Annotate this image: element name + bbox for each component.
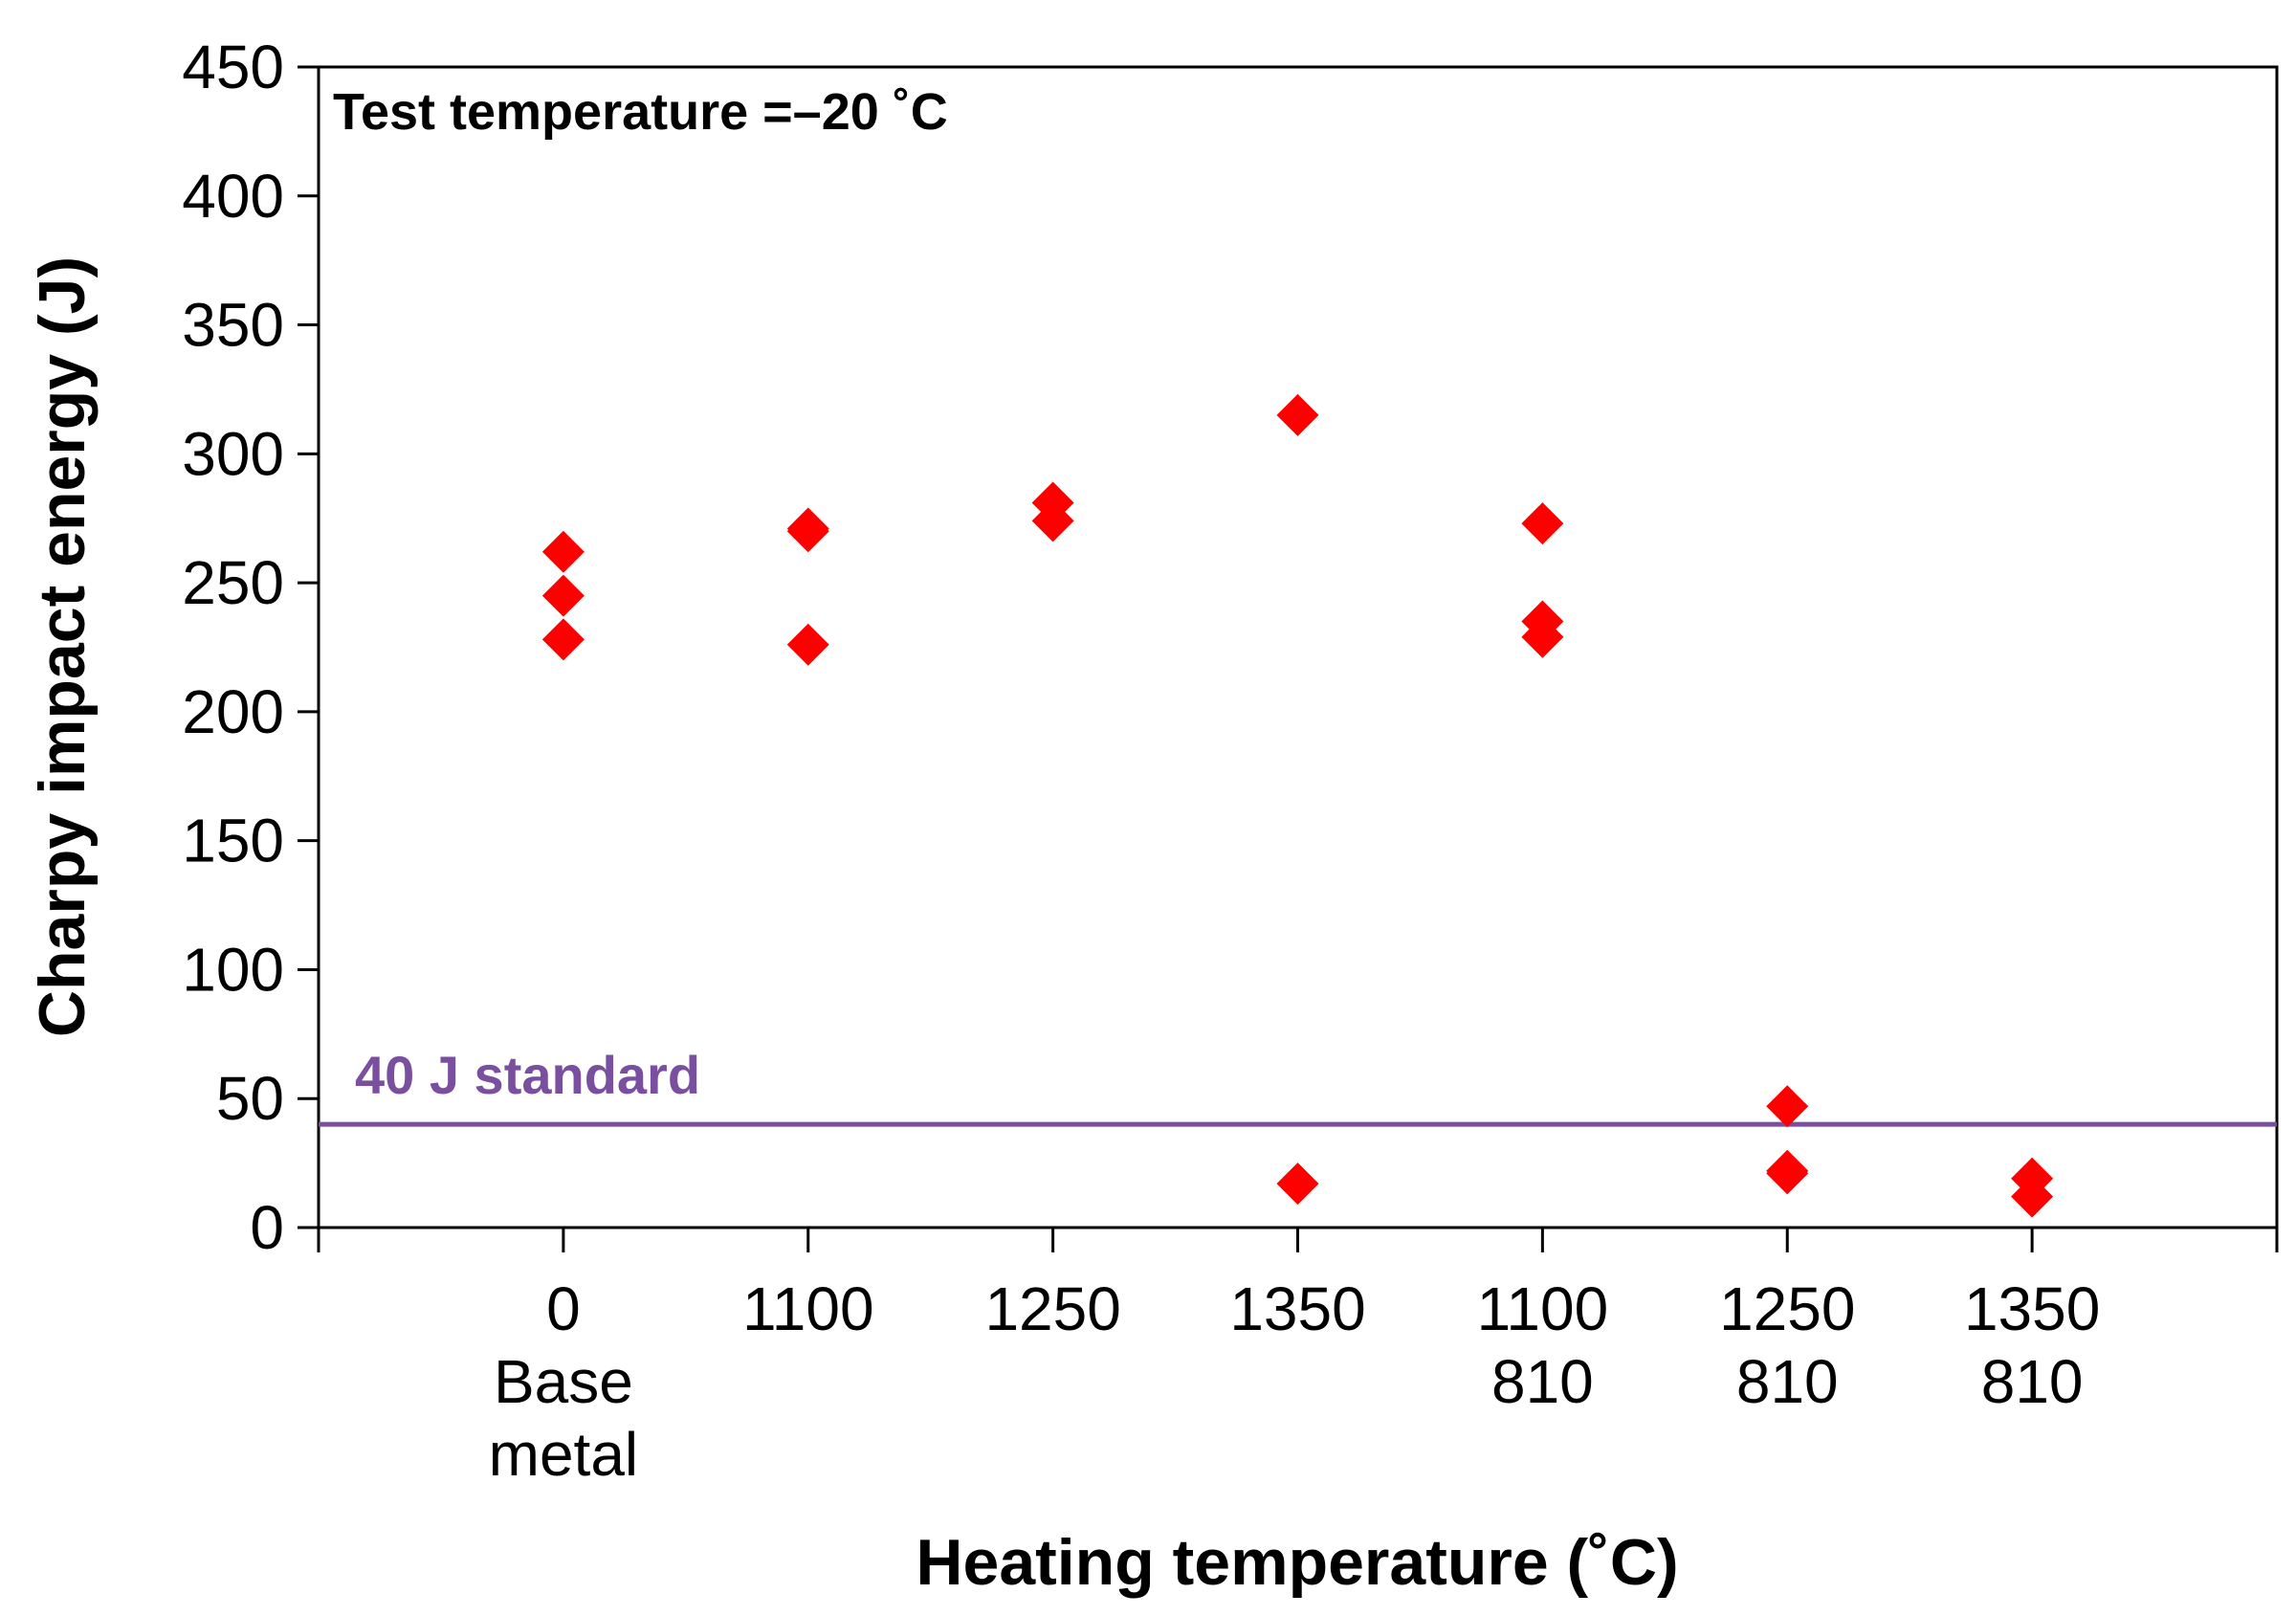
data-point	[1766, 1152, 1809, 1195]
reference-line-label: 40 J standard	[355, 1045, 700, 1105]
y-axis: 0 50 100 150 200 250 300 350 400 450	[182, 33, 319, 1262]
x-tick-label: metal	[489, 1420, 639, 1489]
y-tick-label: 150	[182, 807, 284, 875]
y-tick-label: 300	[182, 419, 284, 488]
y-tick-label: 250	[182, 548, 284, 617]
data-point	[2011, 1175, 2054, 1218]
y-tick-label: 350	[182, 291, 284, 360]
x-axis-title: Heating temperature (˚C)	[916, 1526, 1678, 1599]
x-tick-label: 0	[546, 1274, 581, 1343]
data-point	[541, 618, 585, 661]
x-tick-label: 1100	[742, 1274, 874, 1343]
y-axis-title: Charpy impact energy (J)	[26, 256, 99, 1037]
x-tick-label: 1250	[1719, 1274, 1855, 1343]
x-tick-label: 1100	[1477, 1274, 1609, 1343]
data-point	[1031, 499, 1074, 542]
data-point	[1276, 393, 1319, 436]
x-tick-label: 810	[1491, 1347, 1594, 1416]
data-points	[541, 393, 2054, 1218]
test-temperature-annotation: Test temperature =–20 ˚C	[333, 83, 948, 141]
data-point	[541, 574, 585, 617]
x-tick-label: 810	[1981, 1347, 2084, 1416]
data-point	[786, 510, 829, 553]
data-point	[1276, 1162, 1319, 1206]
x-tick-label: 1350	[1964, 1274, 2100, 1343]
x-tick-label: 1250	[984, 1274, 1120, 1343]
data-point	[1766, 1085, 1809, 1128]
y-tick-label: 450	[182, 33, 284, 101]
data-point	[786, 623, 829, 666]
y-tick-label: 100	[182, 935, 284, 1004]
y-tick-label: 0	[250, 1193, 284, 1262]
plot-area	[317, 65, 2279, 1229]
data-point	[1521, 502, 1564, 545]
x-tick-label: 810	[1736, 1347, 1839, 1416]
data-point	[1521, 615, 1564, 658]
x-tick-label: Base	[494, 1347, 633, 1416]
x-tick-label: 1350	[1229, 1274, 1365, 1343]
y-tick-label: 200	[182, 677, 284, 746]
data-point	[541, 530, 585, 573]
y-tick-label: 50	[216, 1064, 284, 1133]
y-tick-label: 400	[182, 162, 284, 231]
